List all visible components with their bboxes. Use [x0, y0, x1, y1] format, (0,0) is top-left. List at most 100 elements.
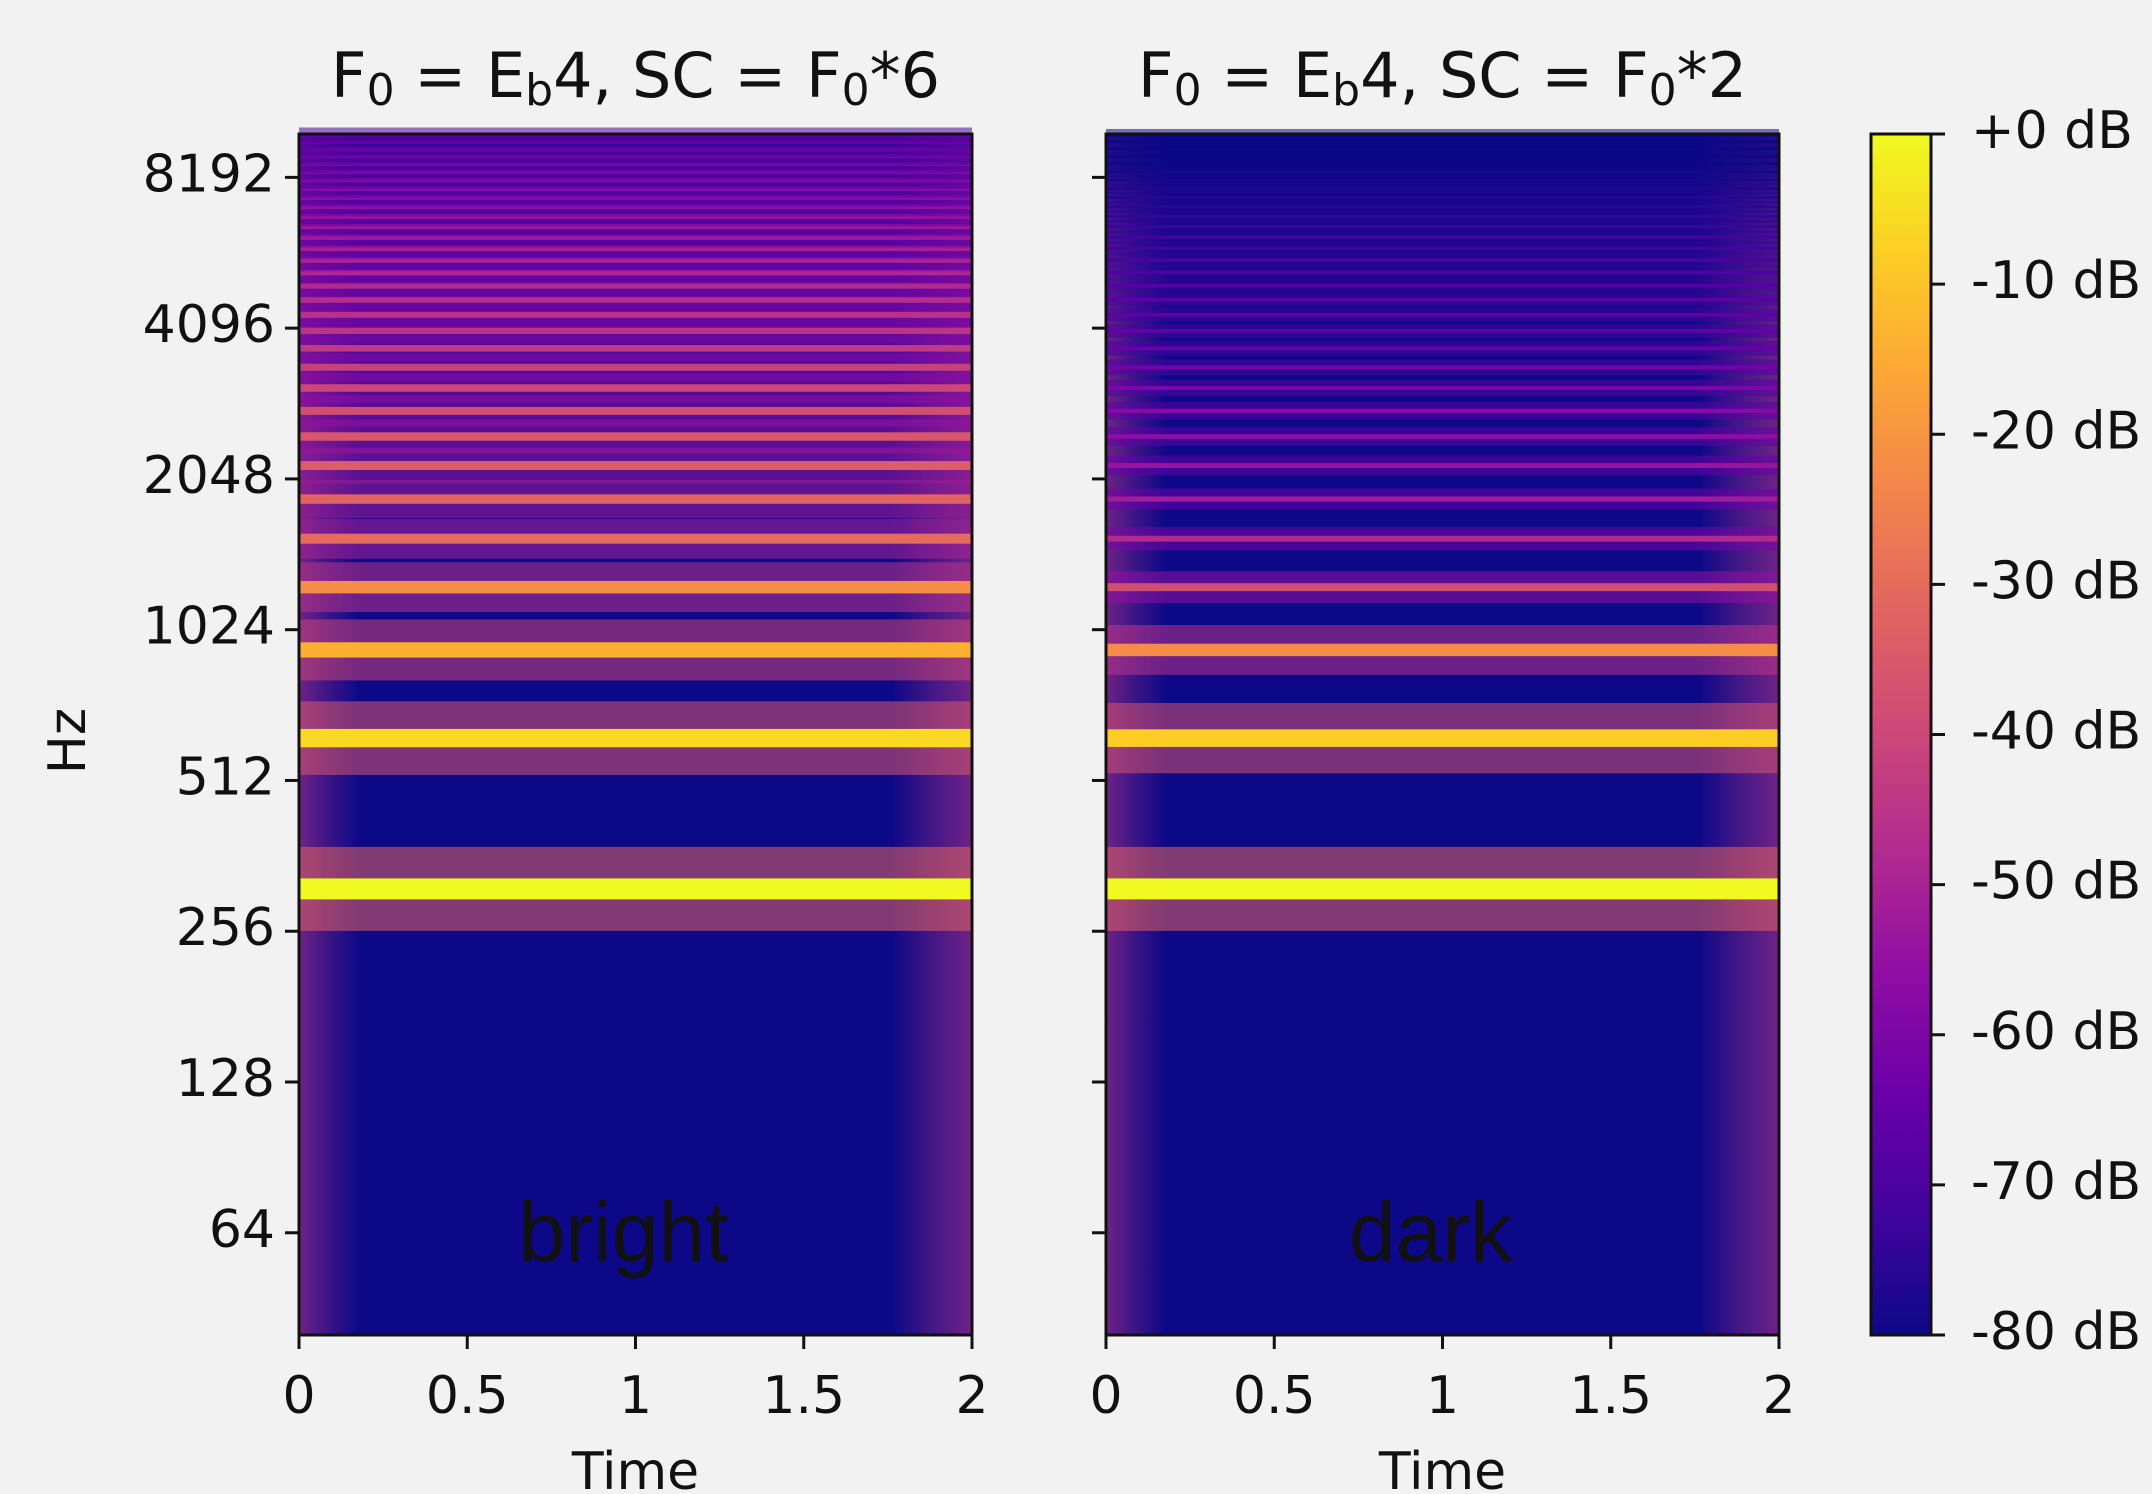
harmonic-line	[1106, 365, 1779, 370]
title-part: 0	[367, 65, 395, 116]
x-tick-label: 1	[1426, 1366, 1459, 1426]
harmonic-line	[299, 296, 972, 303]
colorbar	[1869, 132, 1933, 1337]
harmonic-line	[1106, 224, 1779, 229]
harmonic-line	[1106, 434, 1779, 439]
harmonic-line	[1106, 140, 1779, 144]
y-tick-label: 512	[176, 747, 275, 807]
x-tick-label: 1.5	[1569, 1366, 1652, 1426]
harmonic-line	[1106, 147, 1779, 151]
title-part: F	[1138, 39, 1174, 112]
harmonic-line	[299, 282, 972, 289]
x-tick-label: 0.5	[426, 1366, 509, 1426]
title-part: *2	[1677, 39, 1747, 112]
y-axis-label: Hz	[38, 708, 98, 774]
x-tick-label: 1	[619, 1366, 652, 1426]
harmonic-line	[1106, 298, 1779, 302]
harmonic-line	[299, 494, 972, 504]
x-tick-label: 0	[1089, 1366, 1122, 1426]
annotation: bright	[518, 1185, 728, 1279]
colorbar-tick-label: -80 dB	[1971, 1302, 2141, 1362]
title-part: 0	[842, 65, 870, 116]
harmonic-line	[299, 406, 972, 415]
y-tick-label: 64	[209, 1200, 275, 1260]
colorbar-tick-label: -10 dB	[1971, 251, 2141, 311]
harmonic-line	[1106, 170, 1779, 174]
harmonic-line	[299, 432, 972, 441]
harmonic-line	[1106, 178, 1779, 182]
y-tick-label: 4096	[143, 295, 275, 355]
harmonic-line	[1106, 643, 1779, 657]
harmonic-line	[1106, 408, 1779, 414]
colorbar-tick-label: -40 dB	[1971, 702, 2141, 762]
harmonic-line	[299, 311, 972, 318]
title-part: 4, SC = F	[553, 39, 842, 112]
harmonic-line	[1106, 463, 1779, 468]
harmonic-line	[1106, 496, 1779, 502]
harmonic-line	[299, 728, 972, 748]
harmonic-line	[299, 204, 972, 210]
title-part: 0	[1174, 65, 1202, 116]
harmonic-line	[1106, 162, 1779, 166]
harmonic-line	[1106, 312, 1779, 317]
colorbar-tick-label: -60 dB	[1971, 1002, 2141, 1062]
y-tick-label: 128	[176, 1049, 275, 1109]
harmonic-line	[1106, 196, 1779, 200]
y-tick-label: 8192	[143, 144, 275, 204]
harmonic-line	[299, 384, 972, 392]
harmonic-line	[299, 878, 972, 900]
harmonic-line	[1106, 258, 1779, 262]
harmonic-line	[1106, 154, 1779, 158]
y-tick-label: 256	[176, 898, 275, 958]
title-part: = E	[395, 39, 526, 112]
harmonic-line	[1106, 284, 1779, 288]
annotation: dark	[1349, 1185, 1513, 1279]
harmonic-line	[299, 245, 972, 252]
harmonic-line	[299, 642, 972, 658]
harmonic-line	[1106, 214, 1779, 219]
harmonic-line	[299, 533, 972, 544]
title-part: 4, SC = F	[1360, 39, 1649, 112]
title-part: = E	[1202, 39, 1333, 112]
harmonic-line	[1106, 187, 1779, 191]
harmonic-line	[1106, 535, 1779, 542]
colorbar-tick-label: -20 dB	[1971, 401, 2141, 461]
harmonic-line	[299, 580, 972, 594]
x-tick-label: 0.5	[1233, 1366, 1316, 1426]
harmonic-line	[1106, 235, 1779, 239]
harmonic-line	[1106, 329, 1779, 333]
title-part: 0	[1649, 65, 1677, 116]
x-tick-label: 2	[955, 1366, 988, 1426]
colorbar-tick-label: -70 dB	[1971, 1152, 2141, 1212]
harmonic-line	[1106, 878, 1779, 900]
harmonic-line	[299, 257, 972, 263]
harmonic-line	[299, 363, 972, 371]
harmonic-line	[1106, 729, 1779, 747]
harmonic-line	[299, 234, 972, 240]
title-part: b	[525, 65, 553, 116]
harmonic-line	[1106, 583, 1779, 592]
chart-title: F0 = Eb4, SC = F0*2	[1138, 39, 1747, 116]
title-part: b	[1332, 65, 1360, 116]
harmonic-line	[299, 461, 972, 471]
x-axis-label: Time	[571, 1442, 699, 1494]
harmonic-line	[299, 224, 972, 230]
y-tick-label: 1024	[143, 597, 275, 657]
x-axis-label: Time	[1378, 1442, 1506, 1494]
colorbar-tick-label: -30 dB	[1971, 551, 2141, 611]
harmonic-line	[299, 327, 972, 335]
harmonic-line	[299, 269, 972, 276]
harmonic-line	[1106, 246, 1779, 250]
title-part: *6	[870, 39, 940, 112]
y-tick-label: 2048	[143, 446, 275, 506]
x-tick-label: 1.5	[762, 1366, 845, 1426]
chart-title: F0 = Eb4, SC = F0*6	[331, 39, 940, 116]
colorbar-tick-label: -50 dB	[1971, 852, 2141, 912]
x-tick-label: 0	[282, 1366, 315, 1426]
harmonic-line	[1106, 385, 1779, 391]
harmonic-line	[1106, 205, 1779, 209]
title-part: F	[331, 39, 367, 112]
x-tick-label: 2	[1762, 1366, 1795, 1426]
colorbar-tick-label: +0 dB	[1971, 101, 2133, 161]
